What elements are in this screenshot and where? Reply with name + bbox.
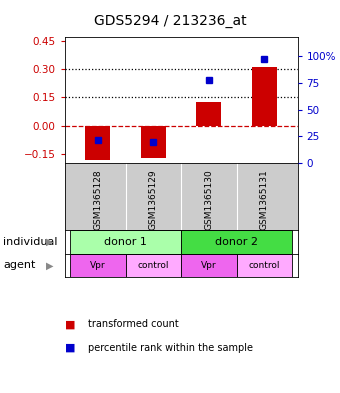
Bar [70,254,125,277]
Text: Vpr: Vpr [90,261,106,270]
Text: ▶: ▶ [46,261,53,270]
Text: control: control [138,261,169,270]
Bar [125,254,181,277]
Bar [85,125,110,160]
Text: GSM1365129: GSM1365129 [149,170,158,230]
Text: ▶: ▶ [46,237,53,247]
Text: donor 2: donor 2 [215,237,258,247]
Bar [181,230,292,254]
Bar [70,230,181,254]
Text: GSM1365131: GSM1365131 [260,170,269,230]
Text: transformed count: transformed count [88,319,179,329]
Text: agent: agent [3,261,36,270]
Text: Vpr: Vpr [201,261,217,270]
Bar [237,254,292,277]
Text: ■: ■ [65,343,75,353]
Text: donor 1: donor 1 [104,237,147,247]
Bar [141,125,166,158]
Text: GDS5294 / 213236_at: GDS5294 / 213236_at [94,14,246,28]
Text: GSM1365128: GSM1365128 [94,170,102,230]
Text: ■: ■ [65,319,75,329]
Text: percentile rank within the sample: percentile rank within the sample [88,343,253,353]
Bar [196,102,221,125]
Text: control: control [249,261,280,270]
Bar [252,67,277,125]
Text: GSM1365130: GSM1365130 [204,170,213,230]
Bar [181,254,237,277]
Text: individual: individual [3,237,58,247]
